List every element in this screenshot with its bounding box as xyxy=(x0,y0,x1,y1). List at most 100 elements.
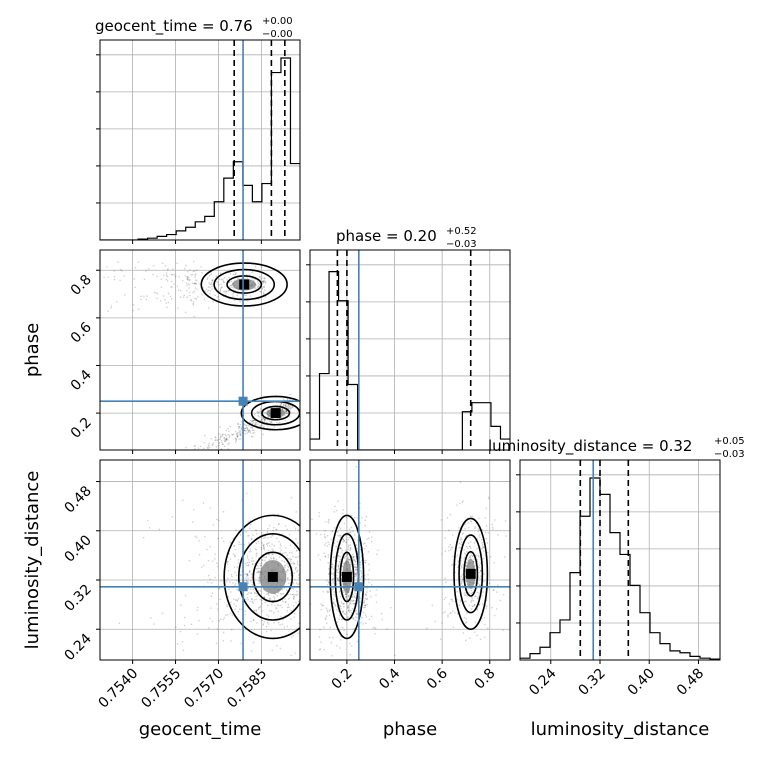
sample-point xyxy=(474,542,476,544)
sample-point xyxy=(187,283,190,285)
sample-point xyxy=(311,606,313,608)
sample-point xyxy=(280,402,283,405)
sample-point xyxy=(331,573,334,575)
sample-point xyxy=(332,601,335,604)
sample-point xyxy=(307,563,309,565)
sample-point xyxy=(275,606,277,609)
sample-point xyxy=(342,611,345,613)
sample-point xyxy=(248,551,251,553)
sample-point xyxy=(189,279,191,281)
sample-point xyxy=(235,433,238,436)
sample-point xyxy=(302,591,304,593)
sample-point xyxy=(471,515,474,518)
sample-point xyxy=(335,509,338,512)
sample-point xyxy=(488,582,491,585)
sample-point xyxy=(288,409,291,411)
sample-point xyxy=(183,455,185,457)
sample-point xyxy=(229,581,231,584)
sample-point xyxy=(237,423,239,426)
sample-point xyxy=(359,566,362,569)
sample-point xyxy=(214,576,216,579)
sample-point xyxy=(465,600,467,602)
sample-point xyxy=(339,536,342,539)
sample-point xyxy=(350,583,353,585)
sample-point xyxy=(430,643,432,645)
sample-point xyxy=(286,406,288,409)
sample-point xyxy=(328,582,330,584)
sample-point xyxy=(295,594,298,597)
sample-point xyxy=(319,574,321,576)
sample-point xyxy=(316,546,318,548)
sample-point xyxy=(237,559,240,561)
sample-point xyxy=(265,418,267,421)
sample-point xyxy=(353,599,355,602)
sample-point xyxy=(343,629,345,632)
sample-point xyxy=(461,577,464,579)
sample-point xyxy=(249,550,252,552)
title-luminosity-distance-plus: +0.05 xyxy=(714,436,745,447)
sample-point xyxy=(321,613,323,615)
sample-point xyxy=(212,301,214,303)
sample-point xyxy=(481,542,483,544)
sample-point xyxy=(218,283,220,286)
sample-point xyxy=(318,511,321,514)
sample-point xyxy=(97,261,99,263)
sample-point xyxy=(254,413,256,416)
sample-point xyxy=(472,599,475,602)
sample-point xyxy=(244,573,247,575)
sample-point xyxy=(476,558,478,561)
sample-point xyxy=(356,577,358,580)
sample-point xyxy=(341,602,344,605)
sample-point xyxy=(194,274,196,277)
sample-point xyxy=(321,536,323,538)
sample-point xyxy=(286,577,289,580)
sample-point xyxy=(345,596,347,598)
density-peak-1 xyxy=(465,568,476,579)
sample-point xyxy=(162,295,165,297)
sample-point xyxy=(220,618,222,620)
sample-point xyxy=(342,512,344,515)
sample-point xyxy=(215,603,218,605)
sample-point xyxy=(307,511,309,513)
sample-point xyxy=(369,590,371,592)
sample-point xyxy=(390,606,392,609)
sample-point xyxy=(160,278,163,281)
sample-point xyxy=(228,276,230,279)
sample-point xyxy=(171,286,173,288)
sample-point xyxy=(295,511,298,513)
sample-point xyxy=(327,556,330,558)
sample-point xyxy=(348,559,350,561)
sample-point xyxy=(366,538,369,540)
sample-point xyxy=(496,591,498,593)
sample-point xyxy=(245,424,248,427)
sample-point xyxy=(301,567,303,569)
sample-point xyxy=(346,606,349,609)
sample-point xyxy=(181,640,184,643)
sample-point xyxy=(336,579,339,582)
sample-point xyxy=(335,545,338,548)
sample-point xyxy=(249,527,251,530)
sample-point xyxy=(327,558,329,560)
sample-point xyxy=(192,260,195,263)
sample-point xyxy=(347,605,350,608)
sample-point xyxy=(260,548,263,551)
sample-point xyxy=(494,519,496,521)
sample-point xyxy=(209,283,211,285)
sample-point xyxy=(310,614,312,616)
xtick-label-phase-0: 0.2 xyxy=(329,666,356,693)
sample-point xyxy=(347,605,349,607)
sample-point xyxy=(479,562,482,564)
sample-point xyxy=(247,587,250,590)
sample-point xyxy=(370,595,372,598)
sample-point xyxy=(216,518,218,521)
sample-point xyxy=(426,627,428,630)
sample-point xyxy=(366,598,368,601)
sample-point xyxy=(482,546,485,549)
sample-point xyxy=(184,456,186,458)
sample-point xyxy=(461,501,464,504)
sample-point xyxy=(255,592,258,595)
sample-point xyxy=(219,434,222,436)
sample-point xyxy=(232,433,234,436)
sample-point xyxy=(364,614,367,616)
sample-point xyxy=(253,287,256,289)
